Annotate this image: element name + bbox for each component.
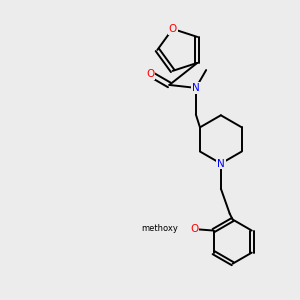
Text: O: O [190,224,199,234]
Text: O: O [146,69,154,79]
Text: O: O [169,24,177,34]
Text: N: N [217,159,225,169]
Text: methoxy: methoxy [141,224,178,233]
Text: N: N [192,83,200,93]
